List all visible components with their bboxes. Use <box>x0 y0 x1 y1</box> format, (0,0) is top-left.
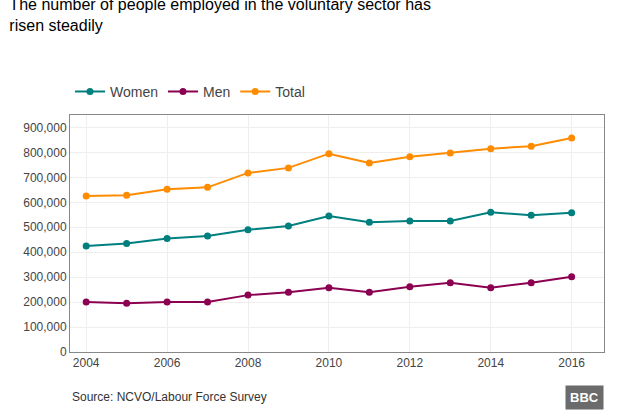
svg-text:The number of people employed: The number of people employed in the vol… <box>9 0 431 34</box>
svg-text:600,000: 600,000 <box>23 196 67 210</box>
svg-text:2012: 2012 <box>396 356 423 370</box>
svg-text:300,000: 300,000 <box>23 270 67 284</box>
svg-text:Total: Total <box>275 84 305 100</box>
svg-text:2008: 2008 <box>235 356 262 370</box>
svg-text:2016: 2016 <box>558 356 585 370</box>
svg-text:2004: 2004 <box>73 356 100 370</box>
svg-text:400,000: 400,000 <box>23 245 67 259</box>
svg-text:100,000: 100,000 <box>23 320 67 334</box>
svg-text:Source: NCVO/Labour Force Surv: Source: NCVO/Labour Force Survey <box>72 390 267 404</box>
svg-text:0: 0 <box>60 345 67 359</box>
svg-text:2010: 2010 <box>316 356 343 370</box>
svg-text:200,000: 200,000 <box>23 295 67 309</box>
svg-text:2006: 2006 <box>154 356 181 370</box>
svg-text:Women: Women <box>110 84 158 100</box>
svg-text:800,000: 800,000 <box>23 146 67 160</box>
svg-text:BBC: BBC <box>570 390 599 405</box>
svg-text:2014: 2014 <box>477 356 504 370</box>
svg-text:500,000: 500,000 <box>23 220 67 234</box>
svg-text:Men: Men <box>203 84 230 100</box>
svg-text:700,000: 700,000 <box>23 171 67 185</box>
svg-text:900,000: 900,000 <box>23 121 67 135</box>
